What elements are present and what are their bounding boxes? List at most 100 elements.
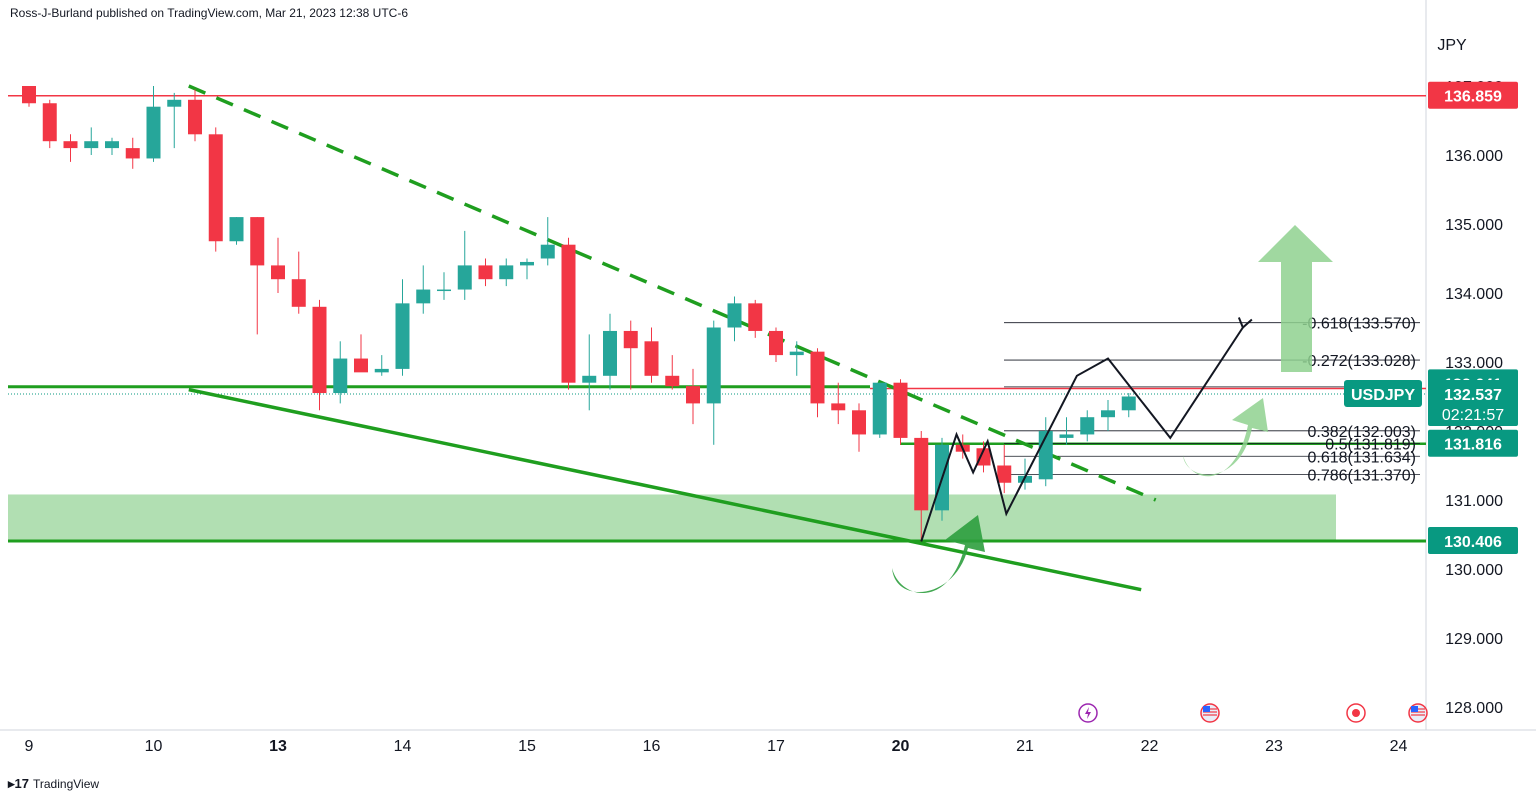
candle-body[interactable] <box>333 358 348 394</box>
fib-label: 0.618(131.634) <box>1307 449 1416 466</box>
candle-body[interactable] <box>208 134 223 242</box>
candle-body[interactable] <box>478 265 493 280</box>
candle-body[interactable] <box>976 448 991 466</box>
candle-body[interactable] <box>229 217 244 242</box>
candle-body[interactable] <box>748 303 763 331</box>
publisher-attribution: Ross-J-Burland published on TradingView.… <box>10 6 408 20</box>
candle-body[interactable] <box>250 217 265 266</box>
candle-body[interactable] <box>582 375 597 383</box>
candle-body[interactable] <box>374 368 389 373</box>
time-tick-label: 17 <box>767 738 785 755</box>
price-level-label: 131.816 <box>1444 437 1502 454</box>
time-tick-label: 9 <box>25 738 34 755</box>
time-tick-label: 15 <box>518 738 536 755</box>
price-tick-label: 129.000 <box>1445 631 1503 648</box>
candle-body[interactable] <box>644 341 659 376</box>
candle-body[interactable] <box>354 358 368 373</box>
projection-arrowhead <box>1237 317 1253 330</box>
symbol-badge-bg <box>1344 379 1422 407</box>
candle-body[interactable] <box>188 99 202 135</box>
candle-body[interactable] <box>125 148 140 159</box>
candle-body[interactable] <box>84 141 99 149</box>
time-tick-label: 13 <box>269 738 287 755</box>
candle-body[interactable] <box>395 303 410 369</box>
us-flag-icon[interactable] <box>1408 703 1428 723</box>
candle-body[interactable] <box>1080 417 1095 435</box>
projection-path <box>920 326 1244 542</box>
tradingview-brand: TradingView <box>33 777 100 791</box>
candle-body[interactable] <box>810 351 825 404</box>
candle-body[interactable] <box>42 103 57 142</box>
tradingview-logo-icon: ▸17 <box>8 776 29 791</box>
candle-body[interactable] <box>872 382 887 435</box>
current-price-label: 132.537 <box>1444 387 1502 404</box>
time-tick-label: 24 <box>1390 738 1408 755</box>
symbol-badge: USDJPY <box>1351 387 1415 404</box>
candle-body[interactable] <box>167 99 182 107</box>
fib-label: -0.618(133.570) <box>1302 316 1416 333</box>
candle-body[interactable] <box>457 265 472 290</box>
bullish-up-arrow-icon <box>1258 225 1333 372</box>
candle-body[interactable] <box>520 261 534 266</box>
price-tick-label: 136.000 <box>1445 148 1503 165</box>
time-tick-label: 10 <box>145 738 163 755</box>
price-level-label: 136.859 <box>1444 89 1502 106</box>
currency-label: JPY <box>1437 37 1467 54</box>
bounce-arrow-icon <box>892 515 985 594</box>
candle-body[interactable] <box>603 330 617 376</box>
us-flag-icon[interactable] <box>1200 703 1220 723</box>
price-tick-label: 135.000 <box>1445 217 1503 234</box>
fib-label: 0.786(131.370) <box>1307 467 1416 484</box>
candle-body[interactable] <box>63 141 78 149</box>
current-price-bg <box>1428 379 1518 426</box>
candle-body[interactable] <box>769 330 783 356</box>
support-zone <box>8 494 1336 541</box>
candle-body[interactable] <box>727 303 742 328</box>
price-tick-label: 130.000 <box>1445 562 1503 579</box>
candle-body[interactable] <box>1101 410 1115 418</box>
price-tick-label: 134.000 <box>1445 286 1503 303</box>
candle-body[interactable] <box>312 306 327 394</box>
time-tick-label: 22 <box>1141 738 1159 755</box>
candle-body[interactable] <box>561 244 576 383</box>
candle-body[interactable] <box>623 330 638 349</box>
price-tick-label: 131.000 <box>1445 493 1503 510</box>
candle-body[interactable] <box>1121 396 1136 411</box>
lightning-icon[interactable] <box>1078 703 1098 723</box>
candle-body[interactable] <box>22 86 36 104</box>
fib-label: 0.5(131.819) <box>1325 436 1416 453</box>
projected-bounce-arrow-icon <box>1183 398 1268 477</box>
candle-body[interactable] <box>437 289 451 292</box>
price-level-label-bg <box>1428 526 1518 554</box>
candle-body[interactable] <box>665 375 680 387</box>
tradingview-footer[interactable]: ▸17 TradingView <box>8 776 99 792</box>
candle-body[interactable] <box>146 106 161 159</box>
candle-body[interactable] <box>271 265 285 280</box>
candle-body[interactable] <box>105 141 119 149</box>
candle-body[interactable] <box>686 386 700 404</box>
candle-body[interactable] <box>997 465 1012 483</box>
record-icon[interactable] <box>1346 703 1366 723</box>
price-level-label-bg <box>1428 429 1518 457</box>
candle-body[interactable] <box>1059 434 1074 438</box>
countdown-label: 02:21:57 <box>1442 407 1504 424</box>
price-tick-label: 128.000 <box>1445 700 1503 717</box>
fib-label: 0.382(132.003) <box>1307 424 1416 441</box>
descending-dashed-trendline <box>188 84 1157 502</box>
time-tick-label: 16 <box>643 738 661 755</box>
candle-body[interactable] <box>291 279 306 307</box>
time-tick-label: 14 <box>394 738 412 755</box>
candle-body[interactable] <box>706 327 721 404</box>
candle-body[interactable] <box>499 265 514 280</box>
candle-body[interactable] <box>540 244 555 259</box>
candle-body[interactable] <box>789 351 804 356</box>
candle-body[interactable] <box>852 410 866 435</box>
time-tick-label: 23 <box>1265 738 1283 755</box>
candle-body[interactable] <box>893 382 908 438</box>
candle-body[interactable] <box>914 437 929 511</box>
fib-label: -0.272(133.028) <box>1302 353 1416 370</box>
price-tick-label: 133.000 <box>1445 355 1503 372</box>
candle-body[interactable] <box>416 289 431 304</box>
candle-body[interactable] <box>831 403 846 411</box>
